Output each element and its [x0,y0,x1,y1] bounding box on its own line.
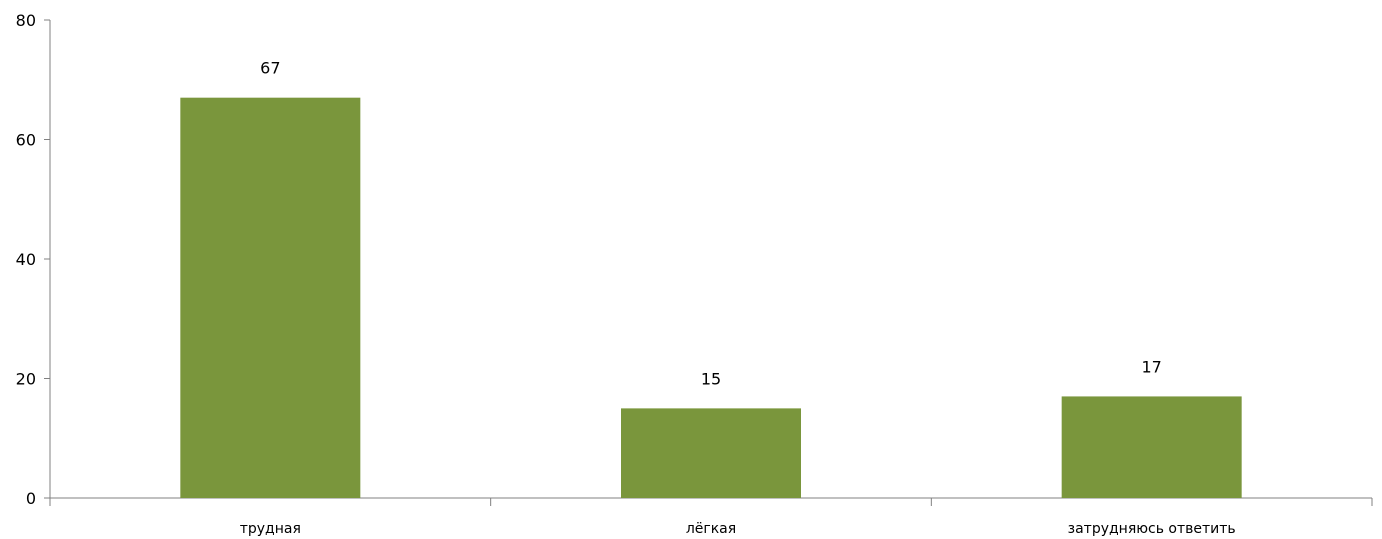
data-label: 17 [1141,357,1161,376]
data-label: 67 [260,59,280,78]
data-labels: 67 15 17 [260,59,1162,389]
y-axis: 0 20 40 60 80 [16,11,51,508]
y-tick-label: 20 [16,370,36,389]
y-tick-label: 0 [26,489,36,508]
bar [180,97,361,499]
bars [180,97,1242,499]
bar [621,408,801,498]
x-tick-label: трудная [240,521,301,537]
y-tick-label: 60 [16,131,36,150]
x-tick-label: затрудняюсь ответить [1068,521,1236,537]
y-tick-label: 40 [16,250,36,269]
y-tick-label: 80 [16,11,36,30]
data-label: 15 [701,369,721,388]
x-axis: трудная лёгкая затрудняюсь ответить [50,497,1373,537]
bar [1061,396,1242,498]
x-tick-label: лёгкая [686,521,736,537]
